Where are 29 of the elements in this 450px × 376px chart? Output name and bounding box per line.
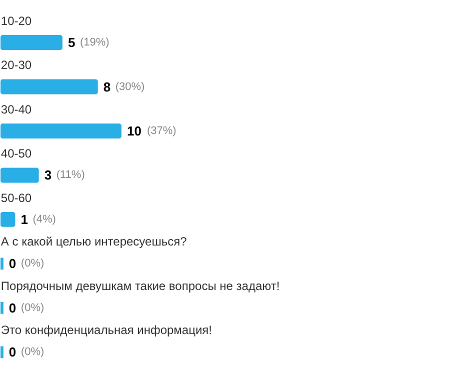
data-label: 5: [68, 35, 76, 50]
data-label: 1: [20, 212, 28, 227]
bar: [0, 168, 39, 183]
data-label: 0: [8, 300, 16, 316]
y-tick-label: 30-40: [0, 102, 32, 116]
bar: [0, 35, 62, 50]
bar: [0, 124, 122, 138]
y-tick-label: 50-60: [0, 190, 32, 205]
y-tick-label: А с какой целью интересуешься?: [0, 234, 188, 249]
annotation: (19%): [80, 36, 110, 49]
annotation: (0%): [20, 346, 44, 358]
y-tick-label: Порядочным девушкам такие вопросы не задают!: [0, 278, 280, 293]
y-tick-label: 20-30: [0, 58, 32, 72]
y-tick-label: 10-20: [0, 14, 32, 28]
annotation: (37%): [146, 124, 176, 137]
bar: [0, 79, 98, 94]
data-label: 3: [44, 168, 52, 183]
data-label: 0: [8, 344, 16, 360]
annotation: (4%): [32, 213, 56, 226]
data-label: 0: [8, 256, 16, 272]
annotation: (30%): [115, 80, 145, 93]
y-tick-label: 40-50: [0, 146, 32, 161]
y-tick-label: Это конфиденциальная информация!: [0, 323, 212, 338]
bar: [0, 212, 16, 227]
annotation: (0%): [20, 302, 44, 314]
annotation: (11%): [56, 169, 85, 182]
data-label: 8: [103, 79, 111, 94]
annotation: (0%): [20, 258, 44, 270]
data-label: 10: [126, 123, 142, 138]
